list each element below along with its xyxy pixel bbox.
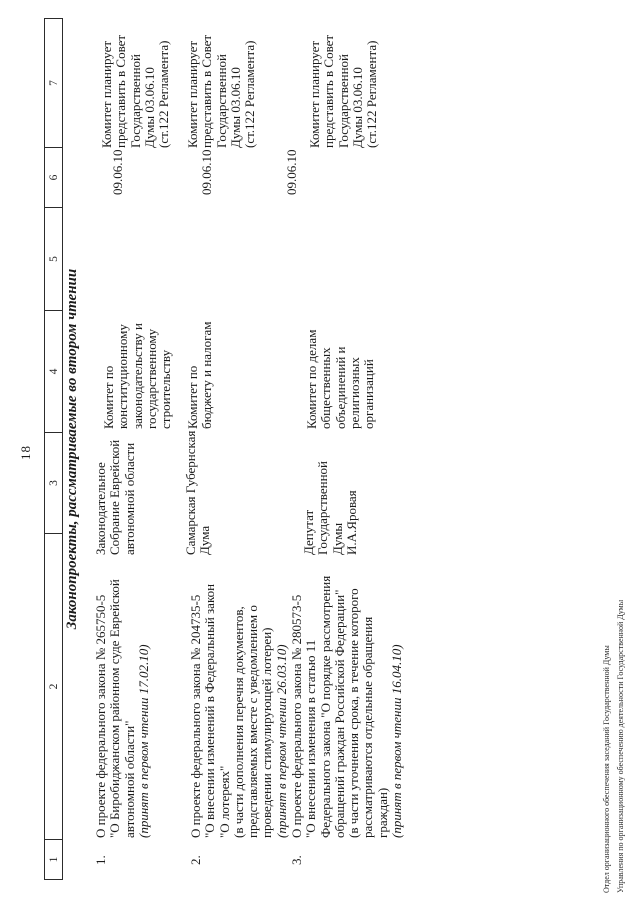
table-header-row: 1 2 3 4 5 6 7 [44,18,63,880]
initiator-cell: Депутат Государственной Думы И.А.Яровая [301,460,359,555]
row-number: 1. [93,855,108,865]
bill-adopted-note: (принят в первом чтении 16.04.10) [389,644,405,838]
column-header-6: 6 [45,147,62,207]
bill-title: О проекте федерального закона № 204735-5… [188,583,232,838]
initiator-cell: Самарская Губернская Дума [183,430,213,555]
bill-adopted-note: (принят в первом чтении 17.02.10) [135,644,151,838]
column-header-3: 3 [45,432,62,533]
initiator-cell: Законодательное Собрание Еврейской автоном… [93,439,137,555]
column-header-2: 2 [45,533,62,839]
committee-plan-cell: Комитет планирует представить в Совет Госу… [307,34,380,148]
committee-cell: Комитет по конституционному законодательст… [101,323,174,429]
committee-cell: Комитет по бюджету и налогам [185,321,215,430]
bill-cell: О проекте федерального закона № 204735-5… [188,538,289,838]
committee-cell: Комитет по делам общественных объединений … [304,329,377,429]
footer-department-note: Отдел организационного обеспечения засед… [602,599,625,893]
review-date: 09.06.10 [110,149,125,196]
section-title: Законопроекты, рассматриваемые во втором… [64,268,80,630]
column-header-5: 5 [45,207,62,310]
bill-note: (в части уточнения срока, в течение кото… [346,588,390,838]
row-number: 2. [188,855,203,865]
review-date: 09.06.10 [284,149,299,196]
page-number: 18 [18,445,33,460]
bill-cell: О проекте федерального закона № 265750-5… [93,538,151,838]
column-header-7: 7 [47,80,60,86]
bill-title: О проекте федерального закона № 280573-5… [289,575,347,838]
column-header-1: 1 [45,839,62,879]
bill-adopted-note: (принят в первом чтении 26.03.10) [273,644,289,838]
bill-note: (в части дополнения перечня документов, п… [230,605,275,838]
bill-title: О проекте федерального закона № 265750-5… [93,579,137,838]
review-date: 09.06.10 [199,149,214,196]
committee-plan-cell: Комитет планирует представить в Совет Госу… [185,34,258,148]
committee-plan-cell: Комитет планирует представить в Совет Госу… [99,34,172,148]
row-number: 3. [289,855,304,865]
bill-cell: О проекте федерального закона № 280573-5… [289,538,405,838]
column-header-4: 4 [45,310,62,432]
